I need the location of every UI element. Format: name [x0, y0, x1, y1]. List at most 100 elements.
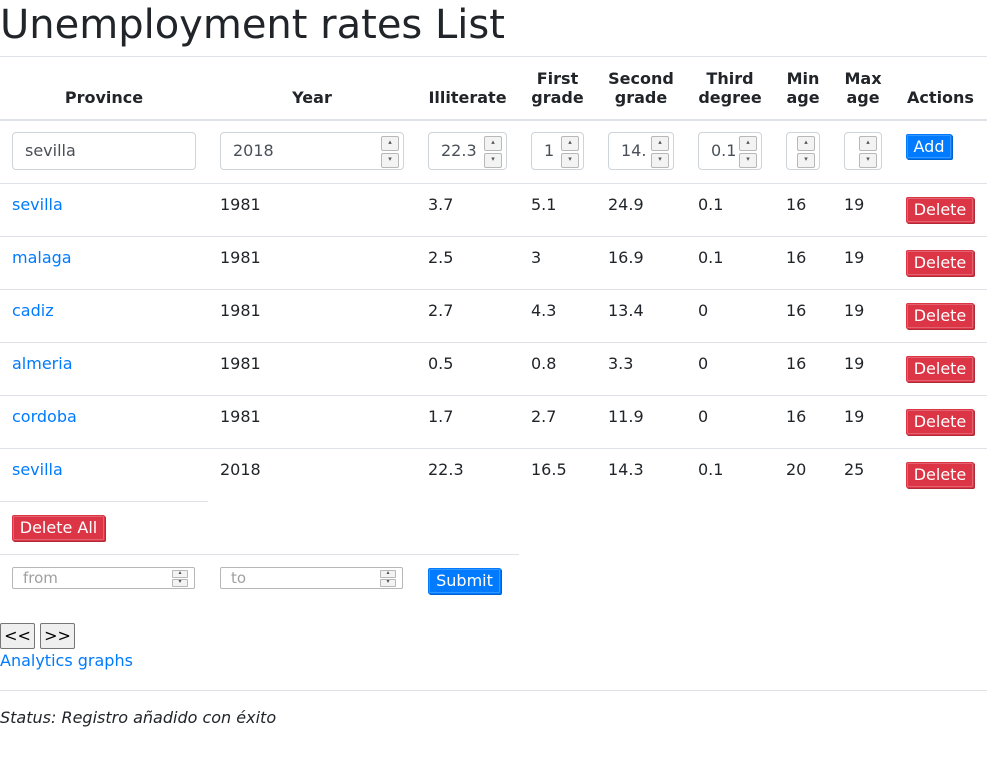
second-grade-cell: 11.9	[608, 407, 644, 426]
second-grade-cell: 13.4	[608, 301, 644, 320]
year-cell: 1981	[220, 354, 261, 373]
first-grade-input[interactable]: 1 ▴ ▾	[531, 132, 584, 170]
illiterate-cell: 22.3	[428, 460, 464, 479]
third-degree-spinner-icon[interactable]: ▴ ▾	[739, 136, 757, 168]
delete-button[interactable]: Delete	[906, 462, 974, 488]
add-button[interactable]: Add	[906, 134, 952, 159]
header-first-grade: First grade	[531, 69, 584, 107]
first-grade-cell: 5.1	[531, 195, 557, 214]
header-year: Year	[292, 88, 332, 107]
year-cell: 1981	[220, 195, 261, 214]
header-province: Province	[64, 88, 144, 107]
year-cell: 2018	[220, 460, 261, 479]
max-age-cell: 19	[844, 195, 865, 214]
next-page-button[interactable]: >>	[40, 623, 75, 649]
third-degree-cell: 0	[698, 354, 709, 373]
province-input[interactable]: sevilla	[12, 132, 196, 170]
province-link[interactable]: sevilla	[12, 460, 63, 479]
illiterate-cell: 1.7	[428, 407, 454, 426]
header-second-grade: Second grade	[608, 69, 674, 107]
illiterate-input[interactable]: 22.3 ▴ ▾	[428, 132, 507, 170]
first-grade-cell: 0.8	[531, 354, 557, 373]
first-grade-cell: 16.5	[531, 460, 567, 479]
row-divider	[0, 183, 987, 184]
min-age-cell: 16	[786, 354, 807, 373]
table-top-border	[0, 56, 987, 57]
illiterate-cell: 0.5	[428, 354, 454, 373]
header-actions: Actions	[907, 88, 974, 107]
delete-all-button[interactable]: Delete All	[12, 515, 105, 541]
second-grade-cell: 14.3	[608, 460, 644, 479]
delete-button[interactable]: Delete	[906, 303, 974, 329]
search-top-border	[0, 554, 519, 555]
second-grade-cell: 24.9	[608, 195, 644, 214]
year-cell: 1981	[220, 407, 261, 426]
second-grade-spinner-icon[interactable]: ▴ ▾	[651, 136, 669, 168]
row-divider	[0, 448, 987, 449]
header-max-age: Max age	[844, 69, 882, 107]
year-spinner-icon[interactable]: ▴ ▾	[381, 136, 399, 168]
year-cell: 1981	[220, 301, 261, 320]
header-min-age: Min age	[786, 69, 820, 107]
max-age-cell: 19	[844, 354, 865, 373]
second-grade-input[interactable]: 14. ▴ ▾	[608, 132, 674, 170]
submit-button[interactable]: Submit	[428, 568, 501, 594]
header-illiterate: Illiterate	[428, 88, 507, 107]
min-age-cell: 16	[786, 407, 807, 426]
second-grade-cell: 16.9	[608, 248, 644, 267]
province-link[interactable]: malaga	[12, 248, 72, 267]
delete-button[interactable]: Delete	[906, 250, 974, 276]
first-grade-spinner-icon[interactable]: ▴ ▾	[561, 136, 579, 168]
province-link[interactable]: cadiz	[12, 301, 54, 320]
from-spinner-icon[interactable]: ▴ ▾	[172, 570, 188, 587]
header-third-degree: Third degree	[698, 69, 762, 107]
min-age-cell: 16	[786, 248, 807, 267]
first-grade-cell: 4.3	[531, 301, 557, 320]
from-year-input[interactable]: from ▴ ▾	[12, 567, 195, 589]
row-divider	[0, 395, 987, 396]
illiterate-cell: 2.5	[428, 248, 454, 267]
first-grade-cell: 3	[531, 248, 542, 267]
illiterate-cell: 3.7	[428, 195, 454, 214]
min-age-cell: 16	[786, 195, 807, 214]
third-degree-cell: 0.1	[698, 460, 724, 479]
max-age-cell: 19	[844, 301, 865, 320]
third-degree-cell: 0	[698, 407, 709, 426]
second-grade-cell: 3.3	[608, 354, 634, 373]
province-link[interactable]: sevilla	[12, 195, 63, 214]
delete-button[interactable]: Delete	[906, 409, 974, 435]
min-age-spinner-icon[interactable]: ▴ ▾	[797, 136, 815, 168]
third-degree-cell: 0.1	[698, 248, 724, 267]
delete-button[interactable]: Delete	[906, 197, 974, 223]
page-title: Unemployment rates List	[0, 2, 505, 48]
max-age-cell: 19	[844, 248, 865, 267]
first-grade-cell: 2.7	[531, 407, 557, 426]
year-cell: 1981	[220, 248, 261, 267]
third-degree-input[interactable]: 0.1 ▴ ▾	[698, 132, 762, 170]
max-age-input[interactable]: ▴ ▾	[844, 132, 882, 170]
min-age-cell: 20	[786, 460, 807, 479]
row-divider	[0, 501, 208, 502]
province-link[interactable]: cordoba	[12, 407, 77, 426]
max-age-cell: 19	[844, 407, 865, 426]
header-bottom-border	[0, 119, 987, 121]
province-link[interactable]: almeria	[12, 354, 73, 373]
illiterate-cell: 2.7	[428, 301, 454, 320]
row-divider	[0, 342, 987, 343]
analytics-graphs-link[interactable]: Analytics graphs	[0, 651, 133, 670]
row-divider	[0, 289, 987, 290]
min-age-input[interactable]: ▴ ▾	[786, 132, 820, 170]
third-degree-cell: 0	[698, 301, 709, 320]
delete-button[interactable]: Delete	[906, 356, 974, 382]
max-age-spinner-icon[interactable]: ▴ ▾	[859, 136, 877, 168]
previous-page-button[interactable]: <<	[0, 623, 35, 649]
third-degree-cell: 0.1	[698, 195, 724, 214]
illiterate-spinner-icon[interactable]: ▴ ▾	[484, 136, 502, 168]
max-age-cell: 25	[844, 460, 865, 479]
footer-divider	[0, 690, 987, 691]
year-input[interactable]: 2018 ▴ ▾	[220, 132, 404, 170]
min-age-cell: 16	[786, 301, 807, 320]
status-message: Status: Registro añadido con éxito	[0, 708, 277, 727]
to-spinner-icon[interactable]: ▴ ▾	[380, 570, 396, 587]
to-year-input[interactable]: to ▴ ▾	[220, 567, 403, 589]
